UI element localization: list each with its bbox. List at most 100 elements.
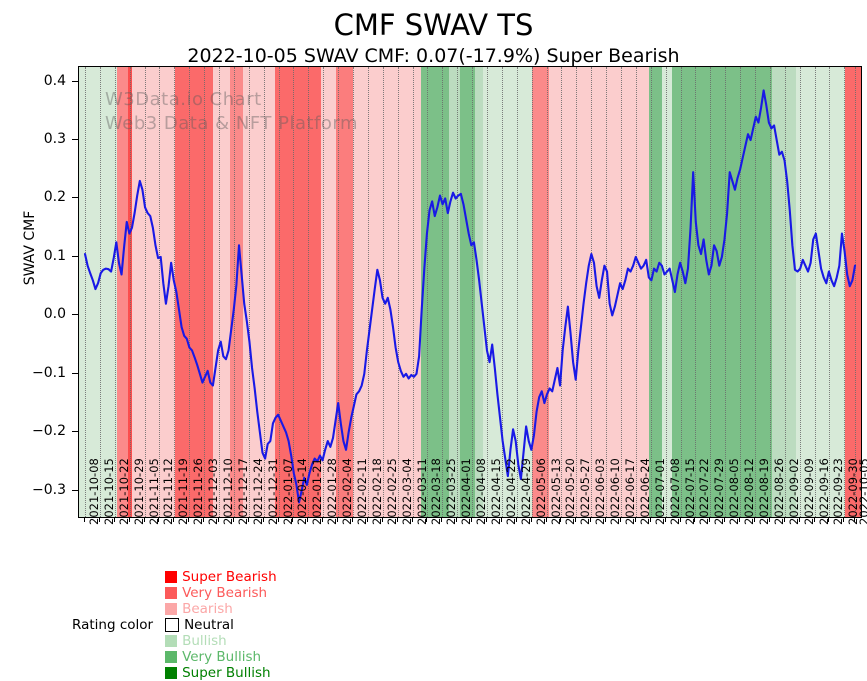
x-tick-mark [754,517,756,522]
x-tick-label: 2022-06-03 [593,458,608,525]
gridline [516,67,519,517]
gridline [814,67,817,517]
legend-item[interactable]: Super Bullish [165,665,277,681]
gridline [189,67,191,517]
gridline [353,67,355,517]
legend-item[interactable]: Neutral [165,617,277,633]
x-tick-label: 2021-11-19 [176,458,191,525]
x-tick-label: 2022-02-18 [369,458,384,525]
x-tick-label: 2022-04-08 [474,458,489,525]
rating-band [532,67,550,517]
x-tick-mark [590,517,592,522]
plot-area: W3Data.io Chart Web3 Data & NFT Platform [78,66,862,518]
gridline [263,67,266,517]
x-tick-label: 2022-06-17 [623,458,638,525]
x-tick-mark [664,517,666,522]
x-tick-mark [307,517,309,522]
legend-item[interactable]: Bullish [165,633,277,649]
x-tick-mark [471,517,473,522]
gridline [546,67,549,517]
gridline [129,67,132,517]
x-tick-label: 2022-04-01 [459,458,474,525]
x-tick-label: 2022-05-13 [548,458,563,525]
gridline [219,67,221,517]
gridline [606,67,608,517]
legend-swatch-very-bullish [165,651,178,663]
y-tick-label: 0.1 [43,247,66,264]
x-tick-mark [277,517,279,522]
rating-band [844,67,861,517]
legend-item[interactable]: Bearish [165,601,277,617]
rating-band [174,67,213,517]
gridline [855,67,857,517]
legend-item[interactable]: Very Bearish [165,585,277,601]
rating-band [421,67,450,517]
gridline [99,67,102,517]
x-tick-label: 2022-05-06 [533,458,548,525]
x-tick-mark [218,517,219,522]
rating-band [449,67,460,517]
x-tick-label: 2021-10-29 [131,458,146,525]
gridline-layer [79,67,861,517]
legend-item[interactable]: Super Bearish [165,569,277,585]
x-tick-label: 2022-09-16 [816,458,831,525]
legend-title: Rating color [72,617,154,633]
x-tick-label: 2022-06-10 [608,458,623,525]
gridline [769,67,772,517]
x-tick-label: 2021-12-10 [221,458,235,525]
x-tick-label: 2022-06-24 [637,458,652,525]
gridline [680,67,683,517]
x-tick-mark [709,517,711,522]
x-tick-mark [694,517,696,522]
legend-label: Bearish [182,601,233,617]
x-tick-label: 2022-09-23 [831,458,846,525]
rating-band [353,67,422,517]
legend-item[interactable]: Very Bullish [165,649,277,665]
gridline [85,67,87,517]
y-tick-mark [72,489,78,491]
x-tick-mark [247,517,249,522]
y-tick-label: −0.3 [32,481,66,498]
x-tick-mark [620,517,622,522]
x-tick-mark [605,517,607,522]
y-tick-mark [72,197,78,199]
gridline [233,67,236,517]
gridline [576,67,578,517]
x-tick-label: 2022-08-19 [757,458,772,525]
gridline [561,67,563,517]
x-tick-mark [232,517,234,522]
gridline [844,67,846,517]
x-tick-mark [768,517,770,522]
series-line-layer [83,89,857,504]
gridline [248,67,251,517]
x-tick-mark [158,517,160,522]
gridline [442,67,444,517]
legend-label: Super Bearish [182,569,277,585]
x-tick-label: 2022-03-25 [444,458,459,525]
x-tick-label: 2022-01-28 [325,458,340,525]
gridline [665,67,668,517]
gridline [487,67,489,517]
x-tick-label: 2021-10-15 [101,458,116,525]
rating-band [459,67,475,517]
x-tick-label: 2022-09-02 [786,458,801,525]
x-tick-mark [352,517,353,522]
y-tick-label: −0.2 [32,423,66,440]
x-tick-mark [441,517,443,522]
x-tick-label: 2022-07-08 [667,458,682,525]
gridline [278,67,281,517]
x-tick-mark [173,517,175,522]
gridline [338,67,340,517]
x-axis: 2021-10-08 2021-10-15 2021-10-22 2021-10-29… [78,458,867,612]
y-tick-mark [72,314,78,316]
y-tick-label: 0.4 [43,72,66,89]
gridline [308,67,310,517]
x-tick-label: 2022-04-29 [518,458,533,525]
y-tick-label: 0.3 [43,131,66,148]
legend-swatch-very-bearish [165,587,178,599]
x-tick-mark [545,517,547,522]
gridline [710,67,712,517]
gridline [725,67,727,517]
x-tick-mark [515,517,517,522]
x-tick-label: 2021-12-24 [250,458,265,525]
